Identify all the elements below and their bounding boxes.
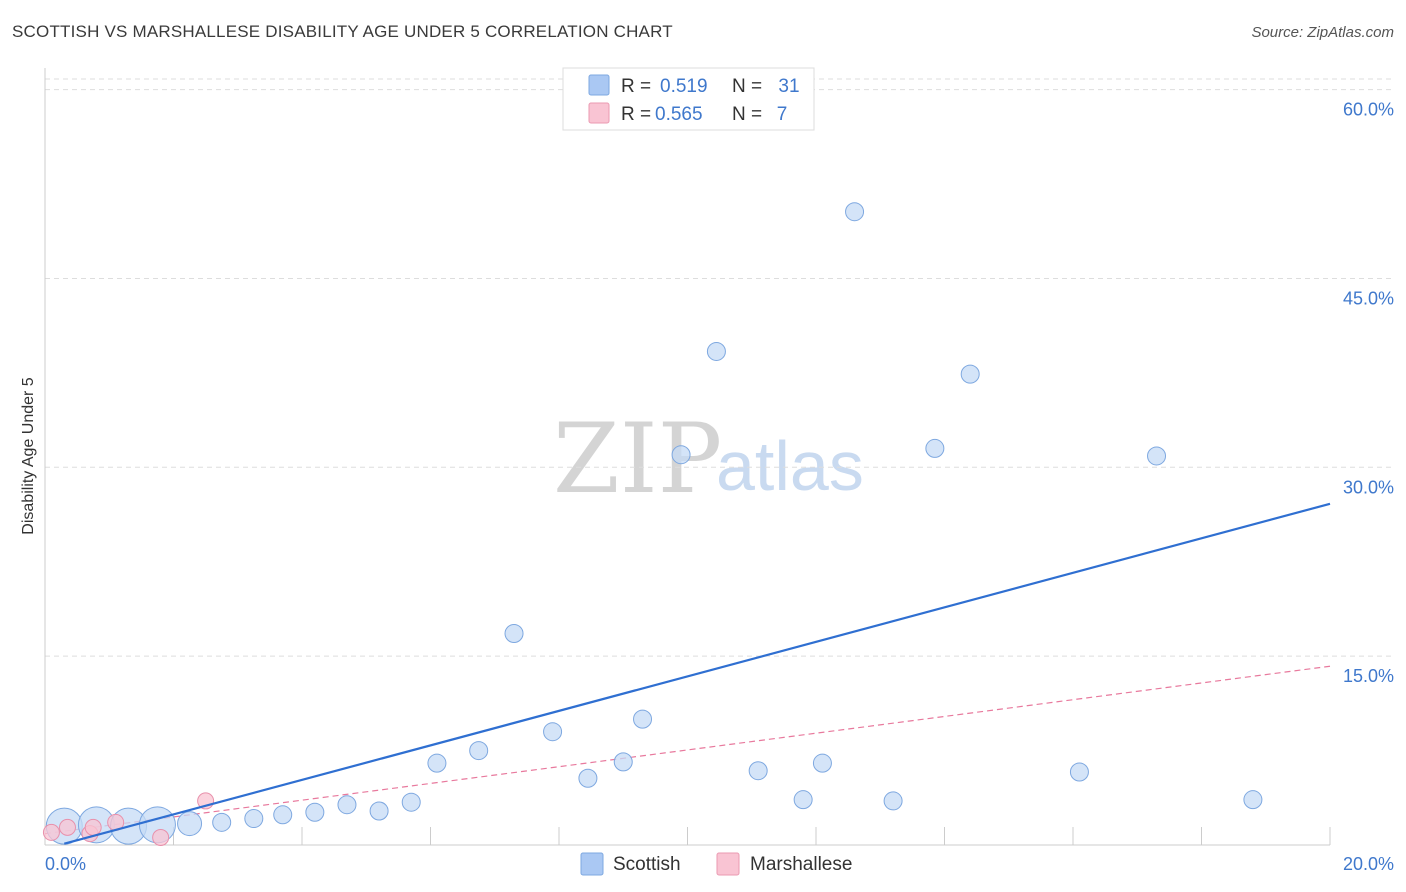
point-scottish (177, 811, 203, 837)
point-scottish (793, 790, 813, 810)
point-scottish (1243, 790, 1263, 810)
point-scottish (578, 768, 598, 788)
point-scottish (671, 445, 691, 465)
y-axis-label: Disability Age Under 5 (20, 377, 37, 535)
watermark-zip: ZIP (553, 403, 722, 515)
legend-n-label-scottish: N = (732, 76, 762, 97)
point-scottish (613, 752, 633, 772)
point-scottish (212, 812, 232, 832)
x-tick-label-min: 0.0% (45, 854, 86, 874)
point-scottish (883, 791, 903, 811)
trend-line-marshallese (44, 665, 1331, 835)
point-scottish (845, 202, 865, 222)
point-scottish (748, 761, 768, 781)
point-scottish (706, 341, 726, 361)
series-legend-label-scottish: Scottish (613, 854, 681, 875)
chart-title: SCOTTISH VS MARSHALLESE DISABILITY AGE U… (12, 22, 673, 41)
point-scottish (812, 753, 832, 773)
y-tick-label: 15.0% (1343, 666, 1394, 686)
legend-swatch-marshallese (588, 102, 610, 124)
point-scottish (633, 709, 653, 729)
point-marshallese (58, 818, 76, 836)
x-tick-labels: 0.0% 20.0% (45, 854, 1394, 874)
grid-lines (45, 78, 1394, 657)
point-scottish (369, 801, 389, 821)
point-scottish (427, 753, 447, 773)
legend-r-value-marshallese: 0.565 (655, 104, 703, 125)
data-points (42, 202, 1263, 846)
y-tick-label: 30.0% (1343, 477, 1394, 497)
legend-r-label-marshallese: R = (621, 104, 651, 125)
y-tick-labels: 15.0% 30.0% 45.0% 60.0% (1343, 100, 1394, 687)
point-marshallese (42, 823, 60, 841)
y-tick-label: 60.0% (1343, 100, 1394, 120)
trend-line-scottish (63, 502, 1331, 845)
series-legend-swatch-scottish (580, 852, 604, 876)
point-scottish (244, 809, 264, 829)
legend-n-value-scottish: 31 (778, 76, 799, 97)
watermark-atlas: atlas (716, 427, 864, 505)
legend-r-label-scottish: R = (621, 76, 651, 97)
trend-lines (44, 665, 1331, 835)
point-marshallese (84, 818, 102, 836)
point-scottish (469, 741, 489, 761)
point-scottish (960, 364, 980, 384)
point-scottish (925, 438, 945, 458)
point-scottish (305, 802, 325, 822)
legend-n-value-marshallese: 7 (777, 104, 788, 125)
stats-legend: R = 0.519 N = 31 R = 0.565 N = 7 (562, 67, 815, 131)
point-scottish (1069, 762, 1089, 782)
point-scottish (1147, 446, 1167, 466)
point-scottish (543, 722, 563, 742)
point-scottish (337, 795, 357, 815)
series-legend-label-marshallese: Marshallese (750, 854, 852, 875)
watermark: ZIP atlas (553, 403, 864, 515)
point-scottish (273, 805, 293, 825)
point-scottish (504, 623, 524, 643)
x-tick-label-max: 20.0% (1343, 854, 1394, 874)
legend-swatch-scottish (588, 74, 610, 96)
x-tick-marks (173, 827, 1331, 845)
point-scottish (401, 792, 421, 812)
legend-r-value-scottish: 0.519 (660, 76, 708, 97)
y-tick-label: 45.0% (1343, 288, 1394, 308)
series-legend-swatch-marshallese (716, 852, 740, 876)
point-marshallese (152, 828, 170, 846)
chart-source: Source: ZipAtlas.com (1251, 24, 1394, 41)
legend-n-label-marshallese: N = (732, 104, 762, 125)
series-legend: Scottish Marshallese (580, 852, 852, 876)
